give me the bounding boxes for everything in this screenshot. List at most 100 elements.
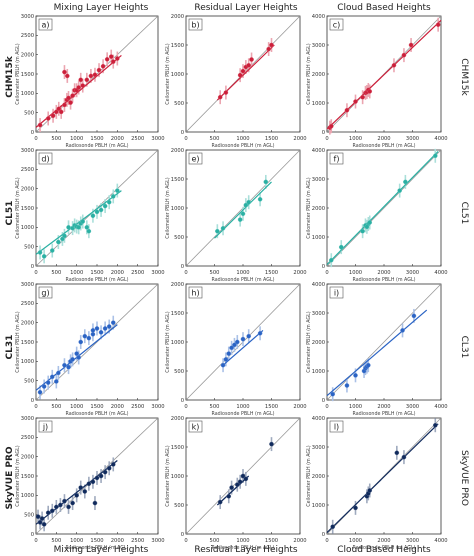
data-point xyxy=(82,333,88,339)
data-point xyxy=(263,179,269,185)
x-tick-label: 1500 xyxy=(90,136,103,142)
x-tick-label: 0 xyxy=(34,270,37,276)
panel-tag-box xyxy=(38,286,53,299)
data-point xyxy=(400,328,405,333)
data-point xyxy=(102,203,108,209)
panel-e: 00 500 500 1000 1000 1500 1500 2000 2000 e) Radios… xyxy=(165,148,307,283)
data-point xyxy=(364,224,370,230)
x-tick-label: 2000 xyxy=(377,538,390,544)
y-tick-label: 3000 xyxy=(21,14,34,20)
x-tick-label: 3000 xyxy=(151,270,164,276)
x-tick-label: 1000 xyxy=(236,136,249,142)
data-point xyxy=(45,116,51,121)
panel-tag: h) xyxy=(191,289,199,298)
data-point xyxy=(86,335,92,341)
data-point xyxy=(56,106,62,112)
fit-line xyxy=(326,151,439,265)
y-tick-label: 3000 xyxy=(312,43,325,49)
x-tick-label: 1500 xyxy=(265,270,278,276)
data-point xyxy=(367,89,373,94)
right-row-label-4: SkyVUE PRO xyxy=(459,450,469,506)
data-point xyxy=(243,476,249,482)
data-point xyxy=(226,351,232,356)
data-point xyxy=(74,351,79,356)
data-point xyxy=(237,217,243,222)
y-tick-label: 2500 xyxy=(21,301,34,307)
data-point xyxy=(90,328,96,333)
x-tick-label: 0 xyxy=(184,270,187,276)
data-point xyxy=(257,330,263,336)
x-tick-label: 2500 xyxy=(131,404,144,410)
data-point xyxy=(90,479,96,485)
y-tick-label: 2000 xyxy=(171,148,184,154)
data-point xyxy=(226,493,232,499)
x-tick-label: 0 xyxy=(34,538,37,544)
panel-c: 00 1000 1000 2000 2000 3000 3000 4000 4000 c) Radi… xyxy=(306,14,448,149)
data-point xyxy=(432,153,438,159)
x-tick-label: 3000 xyxy=(406,270,419,276)
data-point xyxy=(104,57,110,62)
x-tick-label: 4000 xyxy=(434,270,447,276)
data-point xyxy=(56,239,61,245)
x-tick-label: 3000 xyxy=(406,404,419,410)
x-axis-label: Radiosonde PBLH (m AGL) xyxy=(66,545,129,551)
bottom-title-col-2: Residual Layer Heights xyxy=(194,545,298,555)
x-tick-label: 1500 xyxy=(265,136,278,142)
y-tick-label: 1000 xyxy=(312,235,325,241)
data-point xyxy=(41,522,47,527)
data-point xyxy=(50,113,56,119)
left-row-label-4: SkyVUE PRO xyxy=(5,446,15,509)
data-point xyxy=(62,69,67,75)
data-point xyxy=(106,199,112,205)
data-point xyxy=(58,502,63,508)
x-tick-label: 1500 xyxy=(90,270,103,276)
data-point xyxy=(110,59,116,64)
data-point xyxy=(66,225,71,230)
data-point xyxy=(56,370,61,376)
panel-i: 00 1000 1000 2000 2000 3000 3000 4000 4000 i) Radi… xyxy=(306,282,448,417)
x-tick-label: 0 xyxy=(34,404,37,410)
data-point xyxy=(110,462,116,467)
data-point xyxy=(243,202,249,208)
data-point xyxy=(217,499,223,505)
panel-tag-box xyxy=(188,420,203,433)
data-point xyxy=(86,228,92,234)
x-tick-label: 4000 xyxy=(434,136,447,142)
y-tick-label: 3000 xyxy=(21,282,34,288)
fit-line xyxy=(216,475,250,506)
y-axis-label: Ceilometer PBLH (m AGL) xyxy=(165,43,171,104)
data-point xyxy=(435,22,441,28)
data-point xyxy=(70,500,75,506)
y-tick-label: 1000 xyxy=(21,359,34,365)
y-tick-label: 1500 xyxy=(171,177,184,183)
x-tick-label: 1000 xyxy=(349,404,362,410)
panel-h: 00 500 500 1000 1000 1500 1500 2000 2000 h) Radios… xyxy=(165,282,307,417)
data-point xyxy=(110,320,116,325)
x-tick-label: 1000 xyxy=(70,136,83,142)
x-axis-label: Radiosonde PBLH (m AGL) xyxy=(353,277,416,283)
data-point xyxy=(84,77,90,83)
panel-l: 00 1000 1000 2000 2000 3000 3000 4000 4000 l) Radi… xyxy=(306,416,448,551)
data-point xyxy=(432,422,438,428)
x-axis-label: Radiosonde PBLH (m AGL) xyxy=(353,545,416,551)
panel-tag: e) xyxy=(191,155,199,164)
one-to-one-line xyxy=(326,283,442,401)
data-point xyxy=(240,336,246,342)
bottom-title-col-3: Cloud Based Heights xyxy=(337,545,431,555)
y-tick-label: 500 xyxy=(174,101,184,107)
y-axis-label: Ceilometer PBLH (m AGL) xyxy=(15,177,21,238)
data-point xyxy=(54,504,59,510)
data-point xyxy=(49,374,55,380)
y-tick-label: 500 xyxy=(24,378,34,384)
panel-tag: l) xyxy=(334,423,339,432)
data-point xyxy=(62,362,67,368)
data-point xyxy=(229,345,234,351)
data-point xyxy=(223,90,229,95)
panel-tag-box xyxy=(38,420,53,433)
data-point xyxy=(78,485,84,490)
x-axis-label: Radiosonde PBLH (m AGL) xyxy=(212,143,275,149)
x-axis-label: Radiosonde PBLH (m AGL) xyxy=(212,411,275,417)
y-tick-label: 0 xyxy=(31,130,34,136)
data-point xyxy=(328,123,334,129)
data-point xyxy=(391,63,397,68)
